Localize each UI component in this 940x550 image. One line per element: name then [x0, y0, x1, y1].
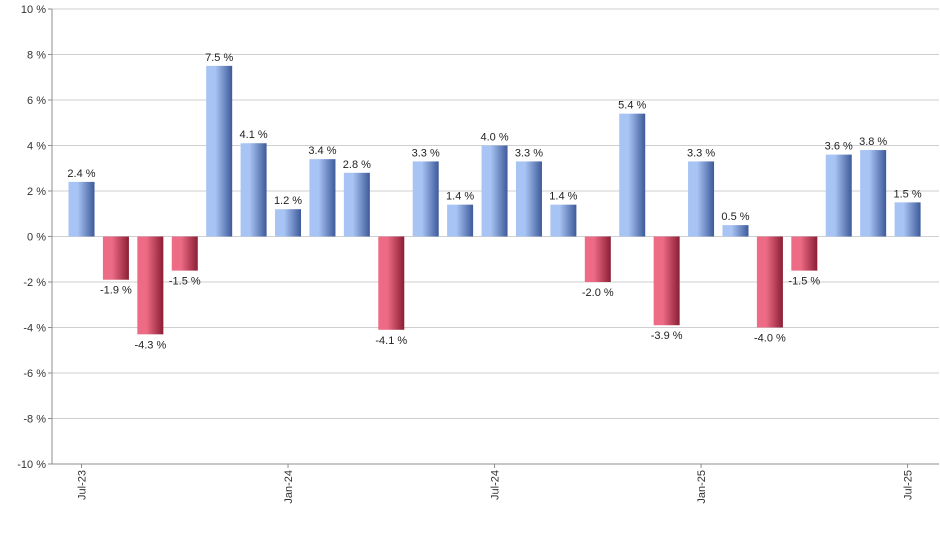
- bar-feb-25: [722, 225, 749, 237]
- data-label: 3.4 %: [308, 145, 336, 157]
- y-tick-label: -6 %: [23, 368, 46, 380]
- x-tick-label: Jul-23: [77, 470, 89, 500]
- bar-sep-24: [550, 204, 577, 237]
- bar-jan-25: [688, 161, 715, 237]
- x-axis-tick-labels: Jul-23 Jan-24 Jul-24 Jan-25 Jul-25: [77, 464, 915, 504]
- bar-mar-24: [343, 172, 370, 237]
- bar-oct-23: [171, 236, 198, 271]
- bar-jun-25: [860, 150, 887, 237]
- data-label: 1.4 %: [549, 191, 577, 203]
- y-tick-label: 8 %: [27, 50, 46, 62]
- bar-may-24: [412, 161, 439, 237]
- bar-jul-23: [68, 181, 95, 237]
- data-label: 1.2 %: [274, 195, 302, 207]
- y-tick-label: 6 %: [27, 95, 46, 107]
- data-label: 7.5 %: [205, 52, 233, 64]
- data-label: 3.3 %: [412, 147, 440, 159]
- bar-jun-24: [447, 204, 474, 237]
- y-tick-label: -10 %: [17, 459, 46, 471]
- y-tick-label: -8 %: [23, 414, 46, 426]
- bar-jul-24: [481, 145, 508, 237]
- x-tick-label: Jul-25: [903, 470, 915, 500]
- data-label: 3.6 %: [825, 141, 853, 153]
- x-tick-label: Jul-24: [490, 470, 502, 500]
- data-label: 3.3 %: [515, 147, 543, 159]
- y-tick-label: 4 %: [27, 141, 46, 153]
- bar-dec-24: [653, 236, 680, 326]
- axes: [51, 9, 939, 465]
- data-label: 1.4 %: [446, 191, 474, 203]
- data-label: -1.5 %: [788, 276, 820, 288]
- data-label: 4.0 %: [480, 132, 508, 144]
- y-tick-label: -2 %: [23, 277, 46, 289]
- data-label: 0.5 %: [721, 211, 749, 223]
- bar-aug-24: [515, 161, 542, 237]
- data-label: -2.0 %: [582, 287, 614, 299]
- data-label: 2.4 %: [67, 168, 95, 180]
- data-label: -4.1 %: [375, 335, 407, 347]
- data-label: -4.3 %: [134, 339, 166, 351]
- y-tick-label: 10 %: [21, 4, 46, 16]
- bars: [68, 65, 921, 335]
- data-label: 2.8 %: [343, 159, 371, 171]
- data-label: 3.8 %: [859, 136, 887, 148]
- bar-nov-24: [619, 113, 646, 237]
- data-label: 1.5 %: [894, 188, 922, 200]
- data-labels: 2.4 % -1.9 % -4.3 % -1.5 % 7.5 % 4.1 % 1.2 % 3.…: [67, 52, 921, 351]
- bar-feb-24: [309, 159, 336, 237]
- bar-mar-25: [756, 236, 783, 328]
- bar-jan-24: [275, 209, 302, 237]
- data-label: -1.9 %: [100, 285, 132, 297]
- data-label: -3.9 %: [651, 330, 683, 342]
- y-tick-label: -4 %: [23, 323, 46, 335]
- x-tick-label: Jan-24: [283, 470, 295, 504]
- data-label: 3.3 %: [687, 147, 715, 159]
- data-label: -4.0 %: [754, 333, 786, 345]
- bar-apr-25: [791, 236, 818, 271]
- bar-sep-23: [137, 236, 164, 335]
- y-tick-label: 0 %: [27, 232, 46, 244]
- bar-jul-25: [894, 202, 921, 237]
- bar-nov-23: [206, 65, 233, 237]
- bar-apr-24: [378, 236, 405, 330]
- data-label: 5.4 %: [618, 100, 646, 112]
- data-label: 4.1 %: [240, 129, 268, 141]
- x-tick-label: Jan-25: [696, 470, 708, 504]
- y-tick-label: 2 %: [27, 186, 46, 198]
- data-label: -1.5 %: [169, 276, 201, 288]
- bar-aug-23: [102, 236, 129, 280]
- bar-dec-23: [240, 143, 267, 237]
- y-axis-tick-labels: 10 % 8 % 6 % 4 % 2 % 0 % -2 % -4 % -6 % -8 % -10 %: [17, 4, 52, 471]
- bar-oct-24: [584, 236, 611, 282]
- bar-may-25: [825, 154, 852, 237]
